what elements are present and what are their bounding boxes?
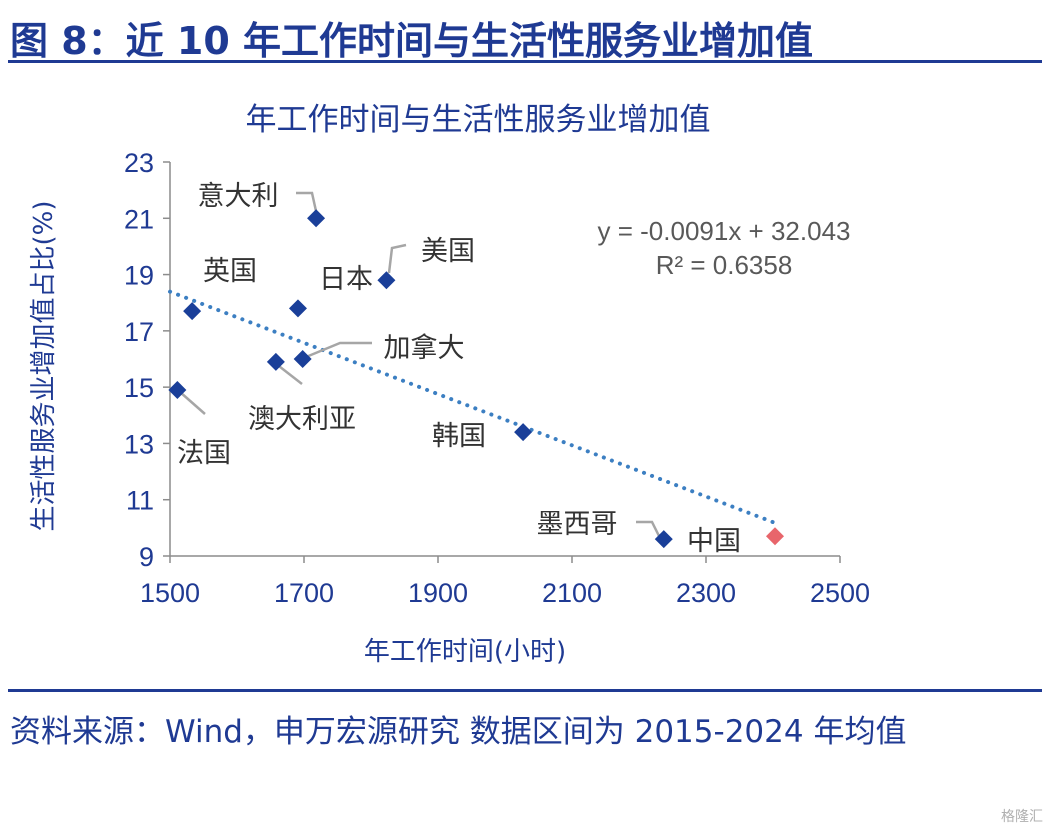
y-tick-label: 17	[124, 317, 154, 347]
data-point	[266, 352, 285, 371]
label-leader-line	[179, 391, 206, 415]
x-tick-label: 1500	[140, 578, 200, 608]
data-point-label: 中国	[687, 526, 741, 557]
data-point	[654, 530, 673, 549]
x-tick-label: 2300	[676, 578, 736, 608]
data-point-label: 意大利	[198, 181, 279, 212]
trend-r-squared: R² = 0.6358	[656, 250, 793, 280]
y-tick-label: 21	[124, 204, 154, 234]
label-leader-line	[305, 341, 372, 359]
data-point-label: 墨西哥	[537, 509, 618, 540]
data-point-label: 韩国	[432, 421, 486, 452]
data-point-label: 法国	[177, 438, 231, 469]
data-point	[168, 380, 187, 399]
data-point	[766, 527, 785, 546]
data-point	[377, 271, 396, 290]
label-leader-line	[296, 191, 318, 212]
chart-title: 年工作时间与生活性服务业增加值	[246, 102, 711, 138]
top-divider	[8, 60, 1042, 63]
source-note: 资料来源：Wind，申万宏源研究 数据区间为 2015-2024 年均值	[10, 714, 907, 750]
y-tick-label: 15	[124, 373, 154, 403]
data-point-label: 英国	[203, 256, 257, 287]
figure-title: 图 8：近 10 年工作时间与生活性服务业增加值	[10, 19, 814, 63]
y-tick-label: 9	[139, 542, 154, 572]
x-tick-label: 1700	[274, 578, 334, 608]
x-tick-label: 2500	[810, 578, 870, 608]
watermark-logo: 格隆汇	[1001, 809, 1043, 825]
x-tick-label: 1900	[408, 578, 468, 608]
label-leader-lines	[179, 191, 662, 539]
data-point	[288, 299, 307, 318]
y-tick-label: 11	[126, 486, 154, 516]
label-leader-line	[636, 520, 662, 539]
x-tick-label: 2100	[542, 578, 602, 608]
data-point-label: 日本	[319, 264, 373, 295]
y-axis-label: 生活性服务业增加值占比(%)	[29, 201, 59, 532]
bottom-divider	[8, 689, 1042, 692]
y-tick-label: 13	[124, 429, 154, 459]
scatter-chart: 年工作时间与生活性服务业增加值 生活性服务业增加值占比(%) 年工作时间(小时)…	[29, 102, 870, 667]
x-axis-label: 年工作时间(小时)	[364, 637, 566, 667]
y-tick-label: 19	[124, 261, 154, 291]
data-point-label: 澳大利亚	[248, 404, 356, 435]
data-point	[183, 302, 202, 321]
data-point	[514, 423, 533, 442]
label-leader-line	[387, 243, 407, 274]
data-point-label: 美国	[421, 236, 475, 267]
trend-equation: y = -0.0091x + 32.043	[598, 216, 851, 246]
axes: 9 11 13 15 17 19 21 23 1500 1700 1900 2100 2300 2500	[124, 148, 870, 608]
data-points	[168, 209, 785, 549]
data-point-label: 加拿大	[384, 333, 465, 364]
data-point	[307, 209, 326, 228]
data-point	[293, 350, 312, 368]
y-tick-label: 23	[124, 148, 154, 178]
